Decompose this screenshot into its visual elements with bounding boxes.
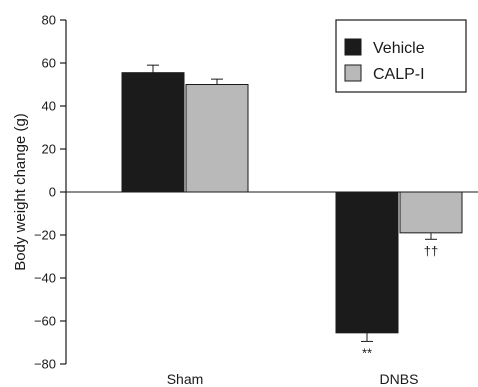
bar [399, 191, 463, 234]
y-tick-label: 0 [49, 185, 56, 200]
y-axis: 80 60 40 20 0 −20 −40 −60 −80 [34, 13, 67, 372]
significance-marker: †† [424, 243, 438, 258]
y-tick-label: −20 [34, 228, 56, 243]
y-tick-label: 60 [42, 56, 56, 71]
bars: ** †† [121, 64, 463, 360]
y-axis-title: Body weight change (g) [12, 113, 29, 271]
x-axis-labels: Sham DNBS [167, 371, 419, 387]
y-tick-label: 40 [42, 99, 56, 114]
y-ticks: 80 60 40 20 0 −20 −40 −60 −80 [34, 13, 66, 372]
legend-swatch-vehicle [344, 38, 362, 56]
y-tick-label: −60 [34, 314, 56, 329]
legend-label-calp-i: CALP-I [373, 66, 425, 83]
y-tick-label: 20 [42, 142, 56, 157]
bar [335, 191, 399, 334]
significance-marker: ** [362, 345, 372, 360]
legend-swatch-calp-i [344, 64, 362, 82]
y-tick-label: 80 [42, 13, 56, 28]
y-tick-label: −80 [34, 357, 56, 372]
legend: Vehicle CALP-I [335, 19, 467, 93]
y-tick-label: −40 [34, 271, 56, 286]
bar [121, 72, 185, 193]
x-category-label: DNBS [380, 371, 419, 387]
x-category-label: Sham [167, 371, 204, 387]
bar [185, 84, 249, 193]
legend-label-vehicle: Vehicle [373, 40, 425, 57]
